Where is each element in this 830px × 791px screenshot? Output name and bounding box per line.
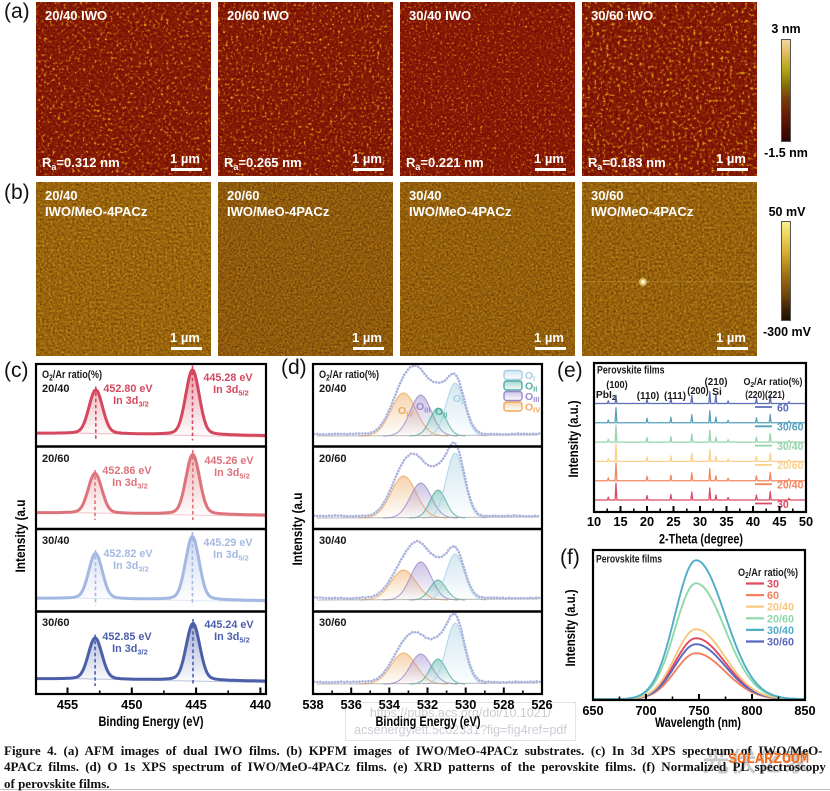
- svg-text:20/40: 20/40: [777, 480, 804, 492]
- svg-text:45: 45: [772, 514, 786, 529]
- svg-text:O2/Ar ratio(%): O2/Ar ratio(%): [744, 377, 803, 389]
- svg-text:(111): (111): [664, 391, 686, 402]
- svg-text:OIII: OIII: [525, 391, 539, 404]
- svg-text:30/60: 30/60: [777, 422, 804, 434]
- svg-text:OI: OI: [453, 393, 463, 406]
- svg-text:60: 60: [767, 590, 779, 602]
- svg-text:445.28 eV: 445.28 eV: [203, 372, 253, 384]
- svg-text:30: 30: [693, 514, 707, 529]
- svg-text:536: 536: [341, 697, 362, 712]
- svg-text:In 3d3/2: In 3d3/2: [113, 395, 149, 408]
- svg-text:530: 530: [455, 697, 476, 712]
- svg-text:452.82 eV: 452.82 eV: [103, 548, 153, 560]
- svg-text:O2/Ar ratio(%): O2/Ar ratio(%): [42, 369, 102, 382]
- svg-text:O2/Ar ratio(%): O2/Ar ratio(%): [319, 369, 379, 382]
- svg-text:50: 50: [799, 514, 813, 529]
- svg-text:534: 534: [379, 697, 401, 712]
- svg-text:In 3d3/2: In 3d3/2: [113, 560, 149, 573]
- svg-text:PbI2: PbI2: [596, 390, 616, 402]
- svg-text:Binding Energy (eV): Binding Energy (eV): [99, 714, 204, 729]
- svg-text:(100): (100): [606, 380, 628, 391]
- svg-text:Wavelength (nm): Wavelength (nm): [655, 714, 741, 730]
- svg-text:20/40: 20/40: [319, 383, 347, 395]
- svg-text:750: 750: [688, 703, 709, 718]
- svg-text:700: 700: [635, 703, 656, 718]
- svg-text:30: 30: [777, 499, 789, 511]
- svg-text:In 3d5/2: In 3d5/2: [213, 549, 249, 562]
- svg-text:30/40: 30/40: [319, 535, 347, 547]
- svg-text:Intensity (a.u: Intensity (a.u: [290, 493, 305, 566]
- svg-text:445.24 eV: 445.24 eV: [204, 619, 254, 631]
- svg-text:In 3d5/2: In 3d5/2: [214, 631, 250, 644]
- svg-text:In 3d5/2: In 3d5/2: [213, 384, 249, 397]
- svg-text:Intensity (a.u.): Intensity (a.u.): [562, 590, 578, 667]
- svg-text:440: 440: [250, 697, 271, 712]
- svg-text:(220)(221): (220)(221): [745, 390, 785, 401]
- svg-text:OII: OII: [525, 380, 537, 393]
- svg-text:Binding Energy (eV): Binding Energy (eV): [376, 714, 481, 729]
- svg-text:650: 650: [582, 703, 603, 718]
- svg-text:452.85 eV: 452.85 eV: [102, 631, 152, 643]
- svg-text:455: 455: [57, 697, 78, 712]
- svg-text:40: 40: [746, 514, 760, 529]
- svg-text:Perovskite films: Perovskite films: [596, 554, 662, 566]
- svg-text:20/40: 20/40: [42, 383, 70, 395]
- svg-text:Si: Si: [712, 387, 722, 398]
- svg-text:O2/Ar ratio(%): O2/Ar ratio(%): [738, 567, 798, 580]
- svg-text:(210): (210): [705, 377, 728, 388]
- svg-text:445.26 eV: 445.26 eV: [204, 455, 254, 467]
- svg-text:10: 10: [587, 514, 601, 529]
- svg-text:In 3d5/2: In 3d5/2: [214, 467, 250, 480]
- svg-text:450: 450: [121, 697, 142, 712]
- svg-text:Perovskite films: Perovskite films: [597, 365, 665, 377]
- svg-text:Intensity (a.u.): Intensity (a.u.): [565, 401, 581, 478]
- svg-text:60: 60: [777, 402, 789, 414]
- svg-text:20/60: 20/60: [319, 453, 347, 465]
- svg-text:(200): (200): [687, 386, 709, 397]
- svg-text:In 3d3/2: In 3d3/2: [112, 477, 148, 490]
- svg-text:OIV: OIV: [525, 401, 540, 414]
- svg-text:445: 445: [185, 697, 206, 712]
- svg-text:452.86 eV: 452.86 eV: [102, 465, 152, 477]
- svg-text:35: 35: [719, 514, 733, 529]
- svg-text:532: 532: [417, 697, 438, 712]
- svg-text:30/40: 30/40: [42, 535, 70, 547]
- svg-text:445.29 eV: 445.29 eV: [203, 537, 253, 549]
- svg-text:OI: OI: [525, 370, 535, 383]
- svg-text:15: 15: [613, 514, 627, 529]
- svg-text:526: 526: [531, 697, 552, 712]
- svg-text:30/40: 30/40: [767, 625, 794, 637]
- svg-text:20/40: 20/40: [767, 602, 794, 614]
- svg-text:2-Theta (degree): 2-Theta (degree): [659, 531, 743, 547]
- svg-text:30/60: 30/60: [319, 617, 347, 629]
- svg-text:20: 20: [640, 514, 654, 529]
- svg-text:20/60: 20/60: [777, 460, 804, 472]
- svg-text:25: 25: [666, 514, 680, 529]
- svg-text:Intensity (a.u: Intensity (a.u: [13, 500, 28, 573]
- svg-text:528: 528: [493, 697, 514, 712]
- svg-text:30/60: 30/60: [767, 637, 794, 649]
- svg-text:In 3d3/2: In 3d3/2: [112, 643, 148, 656]
- svg-text:538: 538: [302, 697, 323, 712]
- svg-text:20/60: 20/60: [767, 613, 794, 625]
- svg-text:800: 800: [741, 703, 762, 718]
- svg-text:30: 30: [767, 579, 779, 591]
- svg-text:452.80 eV: 452.80 eV: [103, 383, 153, 395]
- svg-text:30/60: 30/60: [42, 617, 70, 629]
- svg-text:(110): (110): [637, 391, 660, 402]
- svg-text:850: 850: [794, 703, 815, 718]
- svg-text:30/40: 30/40: [777, 441, 804, 453]
- svg-text:20/60: 20/60: [42, 453, 70, 465]
